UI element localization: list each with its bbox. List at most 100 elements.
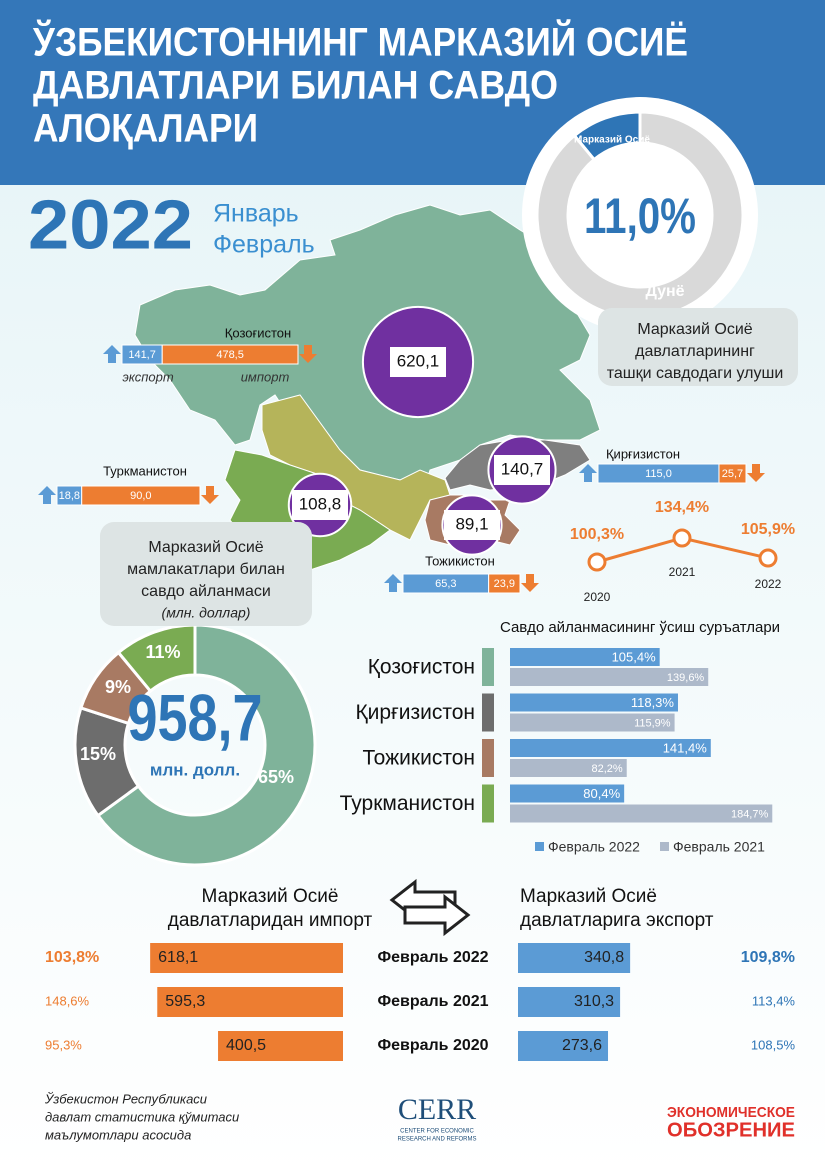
- down-arrow: [521, 574, 539, 592]
- trade-label: 478,5: [216, 349, 244, 361]
- import-growth: 103,8%: [45, 949, 99, 966]
- bar: [510, 784, 625, 803]
- growth-point: [758, 548, 778, 568]
- total-label: 140,7: [501, 459, 544, 478]
- bar-label: 118,3%: [631, 695, 675, 710]
- total-label: 89,1: [455, 514, 488, 533]
- total-label: 108,8: [299, 494, 342, 513]
- import-bar: [150, 943, 343, 973]
- trade-bar: [81, 485, 201, 506]
- center-value: 958,7: [128, 680, 263, 754]
- legend-swatch: [660, 842, 669, 851]
- caption-line: давлатларининг: [635, 343, 755, 360]
- bar-label: 115,9%: [634, 717, 671, 729]
- center-value: 11,0%: [584, 188, 696, 244]
- legend-label: Февраль 2022: [548, 839, 640, 855]
- growth-label: 134,4%: [655, 499, 709, 516]
- export-bar: [518, 943, 631, 973]
- total-box: [292, 490, 348, 520]
- trade-label: 90,0: [130, 490, 151, 502]
- caption-line: мамлакатлари билан: [127, 561, 285, 578]
- up-arrow: [103, 345, 121, 363]
- trade-label: 141,7: [128, 349, 156, 361]
- trade-label: 65,3: [435, 578, 456, 590]
- export-bar: [518, 987, 621, 1017]
- legend-swatch: [535, 842, 544, 851]
- growth-label: 105,9%: [741, 521, 795, 538]
- period-label: Февраль 2022: [377, 949, 488, 966]
- export-growth: 108,5%: [751, 1037, 796, 1052]
- down-arrow: [299, 345, 317, 363]
- segment-label: 65%: [258, 767, 294, 787]
- growth-point: [587, 552, 607, 572]
- source-line: давлат статистика қўмитаси: [45, 1109, 239, 1124]
- category-marker: [482, 784, 494, 823]
- year: 2022: [28, 185, 193, 263]
- legend-label: импорт: [241, 369, 290, 384]
- donut-segment: [95, 623, 317, 867]
- import-label: 595,3: [165, 993, 205, 1010]
- donut-segment: [535, 110, 745, 320]
- total-box: [390, 347, 446, 377]
- brand: ЭКОНОМИЧЕСКОЕ: [667, 1104, 795, 1121]
- export-growth: 109,8%: [741, 949, 795, 966]
- category-label: Тожикистон: [363, 747, 476, 770]
- import-bar: [218, 1031, 343, 1061]
- panel-title: давлатларига экспорт: [520, 910, 714, 931]
- trade-label: 25,7: [722, 468, 743, 480]
- category-marker: [482, 739, 494, 777]
- export-label: 310,3: [574, 993, 614, 1010]
- category-marker: [482, 693, 494, 732]
- category-label: Қирғизистон: [355, 701, 475, 724]
- category-label: Қозоғистон: [368, 656, 475, 679]
- legend-label: Февраль 2021: [673, 839, 765, 855]
- import-growth: 148,6%: [45, 993, 90, 1008]
- bar-label: 141,4%: [663, 740, 708, 755]
- title-line: ДАВЛАТЛАРИ БИЛАН САВДО: [33, 64, 558, 108]
- brand: ОБОЗРЕНИЕ: [667, 1119, 795, 1141]
- total-box: [444, 510, 500, 540]
- period-label: Февраль 2020: [377, 1037, 488, 1054]
- bar: [510, 668, 709, 686]
- segment-label: 15%: [80, 744, 116, 764]
- bar-label: 184,7%: [731, 808, 769, 820]
- bar-label: 80,4%: [583, 786, 620, 801]
- caption-line: Марказий Осиё: [637, 321, 752, 338]
- source-line: Ўзбекистон Республикаси: [44, 1090, 207, 1106]
- category-label: Туркманистон: [340, 792, 475, 815]
- trade-bar: [718, 463, 747, 484]
- export-bar: [518, 1031, 609, 1061]
- bar: [510, 759, 627, 777]
- segment-label: Дунё: [645, 283, 684, 300]
- caption-box: [598, 308, 798, 386]
- bar-label: 139,6%: [667, 672, 705, 684]
- legend-label: экспорт: [122, 369, 173, 384]
- year-label: 2020: [584, 590, 611, 604]
- panel-title: Марказий Осиё: [202, 886, 339, 907]
- trade-label: 23,9: [494, 578, 515, 590]
- chart-title: Савдо айланмасининг ўсиш суръатлари: [500, 619, 780, 636]
- bar: [510, 693, 678, 712]
- year-label: 2021: [669, 565, 696, 579]
- caption-line: (млн. доллар): [162, 605, 251, 621]
- panel-title: давлатларидан импорт: [168, 910, 373, 931]
- import-growth: 95,3%: [45, 1037, 82, 1052]
- total-label: 620,1: [397, 351, 440, 370]
- logo-subtitle: CENTER FOR ECONOMIC: [400, 1129, 474, 1135]
- caption-box: [100, 522, 312, 626]
- bar-label: 105,4%: [612, 649, 657, 664]
- bar: [510, 648, 660, 666]
- up-arrow: [384, 574, 402, 592]
- bar: [510, 713, 675, 732]
- up-arrow: [579, 464, 597, 482]
- bar: [510, 804, 773, 823]
- title-line: АЛОҚАЛАРИ: [33, 107, 258, 151]
- down-arrow: [747, 464, 765, 482]
- month: Январь: [213, 200, 299, 228]
- caption-line: Марказий Осиё: [148, 539, 263, 556]
- segment-label: 9%: [105, 677, 131, 697]
- country-name: Туркманистон: [103, 463, 187, 478]
- country-name: Қозоғистон: [225, 325, 291, 340]
- exchange-icon: [389, 878, 471, 937]
